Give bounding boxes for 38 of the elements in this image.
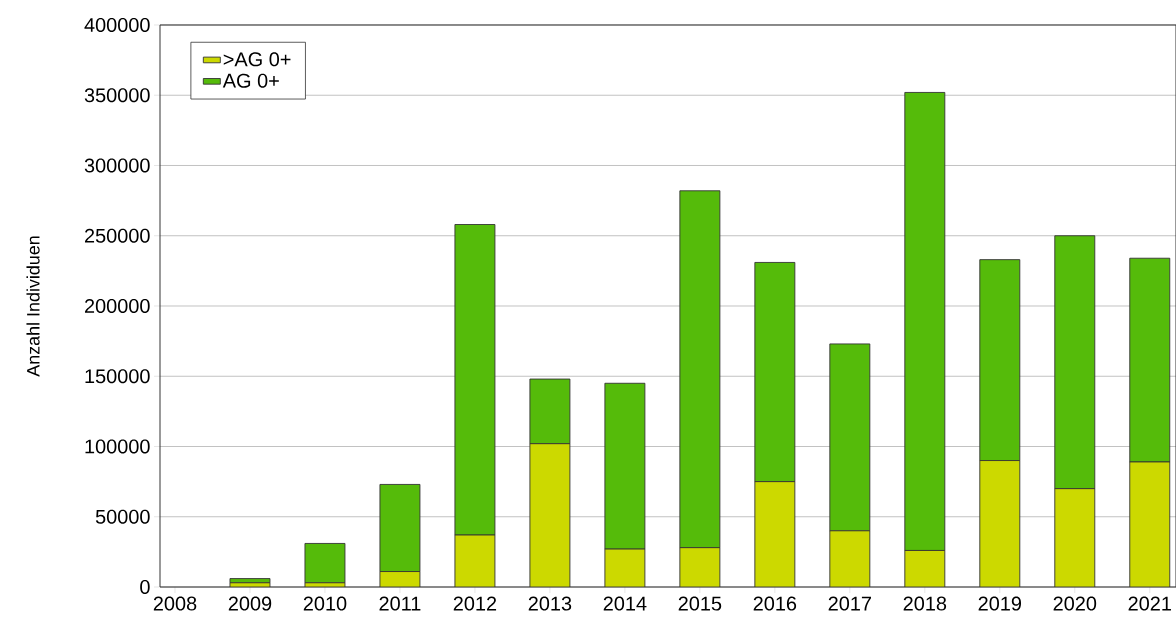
y-tick-label: 0 bbox=[140, 579, 150, 595]
bar bbox=[754, 481, 796, 587]
bar bbox=[829, 530, 871, 587]
bar bbox=[1129, 461, 1171, 587]
x-tick-label: 2021 bbox=[1128, 596, 1171, 611]
y-tick-label: 100000 bbox=[85, 439, 150, 454]
y-tick-label: 300000 bbox=[84, 158, 150, 173]
x-tick-label: 2020 bbox=[1053, 596, 1097, 611]
y-tick-label: 250000 bbox=[84, 228, 150, 243]
x-tick-label: 2010 bbox=[303, 596, 347, 611]
x-tick-label: 2017 bbox=[828, 596, 871, 611]
y-tick-label: 200000 bbox=[84, 298, 150, 314]
bar bbox=[454, 534, 496, 587]
x-tick-label: 2009 bbox=[228, 596, 272, 611]
bar bbox=[979, 460, 1021, 587]
bar bbox=[1054, 488, 1096, 587]
y-axis-title: Anzahl Individuen bbox=[26, 236, 40, 377]
bar bbox=[379, 483, 421, 572]
x-tick-label: 2018 bbox=[903, 596, 947, 611]
x-tick-label: 2011 bbox=[379, 596, 421, 611]
x-tick-label: 2013 bbox=[528, 596, 572, 611]
x-tick-label: 2019 bbox=[978, 596, 1022, 611]
x-tick-label: 2012 bbox=[453, 596, 497, 611]
bar bbox=[604, 548, 646, 587]
y-tick-label: 50000 bbox=[95, 509, 150, 524]
y-tick-label: 350000 bbox=[84, 88, 150, 103]
bar bbox=[679, 547, 721, 587]
x-tick-label: 2014 bbox=[603, 596, 647, 611]
y-tick-label: 150000 bbox=[85, 369, 150, 384]
bar bbox=[304, 543, 346, 584]
y-tick-label: 400000 bbox=[84, 17, 150, 33]
x-tick-label: 2015 bbox=[678, 596, 722, 611]
legend-label: AG 0+ bbox=[222, 73, 279, 88]
bar bbox=[904, 550, 946, 587]
x-tick-label: 2008 bbox=[153, 596, 197, 611]
x-tick-label: 2016 bbox=[753, 596, 797, 611]
bar bbox=[529, 443, 571, 587]
legend-label: >AG 0+ bbox=[223, 52, 291, 67]
